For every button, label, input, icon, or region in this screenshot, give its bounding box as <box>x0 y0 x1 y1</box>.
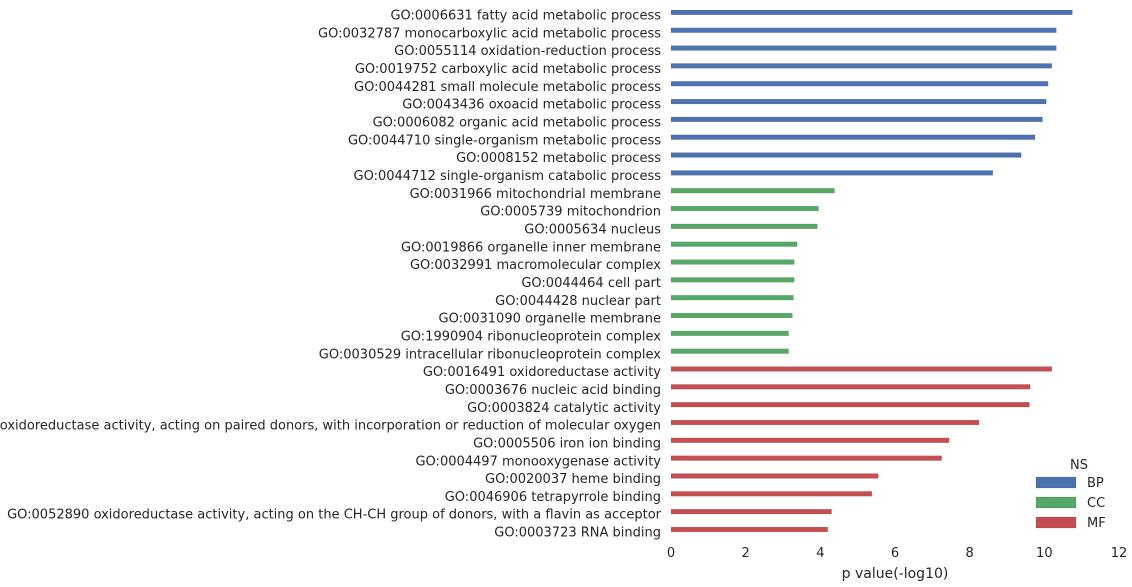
category-label-go-0046906: GO:0046906 tetrapyrrole binding <box>445 490 661 505</box>
category-label-go-0044710: GO:0044710 single-organism metabolic pro… <box>348 133 661 148</box>
bar-go-0044712 <box>670 170 994 176</box>
bar-go-0016491 <box>670 366 1053 372</box>
legend-swatch-bp <box>1035 476 1077 489</box>
bar-go-0044464 <box>670 277 795 283</box>
bar-go-0008152 <box>670 152 1022 158</box>
category-label-go-0003676: GO:0003676 nucleic acid binding <box>445 383 661 398</box>
category-label-go-0043436: GO:0043436 oxoacid metabolic process <box>402 98 661 113</box>
bar-go-0031090 <box>670 312 793 319</box>
category-label-go-0016491: GO:0016491 oxidoreductase activity <box>423 365 661 380</box>
bar-go-0031966 <box>670 188 835 194</box>
bar-go-0020037 <box>670 473 879 479</box>
category-label-go-0044281: GO:0044281 small molecule metabolic proc… <box>354 80 661 95</box>
category-label-go-0030529: GO:0030529 intracellular ribonucleoprote… <box>319 347 662 362</box>
category-label-go-0008152: GO:0008152 metabolic process <box>456 151 661 166</box>
bar-go-0004497 <box>670 455 942 461</box>
x-tick-label-6: 6 <box>891 546 899 561</box>
bar-go-0019866 <box>670 241 798 247</box>
bar-go-0044428 <box>670 295 794 301</box>
category-label-go-0016705: GO:0016705 oxidoreductase activity, acti… <box>0 419 661 434</box>
x-axis-title: p value(-log10) <box>842 566 949 582</box>
bar-go-0003676 <box>670 384 1031 390</box>
category-label-go-0006631: GO:0006631 fatty acid metabolic process <box>390 9 661 24</box>
category-label-go-0044464: GO:0044464 cell part <box>521 276 661 291</box>
bar-go-0043436 <box>670 98 1047 105</box>
category-label-go-0005634: GO:0005634 nucleus <box>524 222 661 237</box>
bar-go-0005506 <box>670 437 950 443</box>
bar-go-0044710 <box>670 134 1036 140</box>
legend-label-cc: CC <box>1087 496 1105 511</box>
bar-go-0016705 <box>670 419 980 426</box>
bar-go-0005634 <box>670 223 818 230</box>
category-label-go-0055114: GO:0055114 oxidation-reduction process <box>394 44 661 59</box>
category-labels-group: GO:0006631 fatty acid metabolic process G… <box>0 9 662 541</box>
bar-go-0006082 <box>670 116 1043 123</box>
category-label-go-0003723: GO:0003723 RNA binding <box>494 526 661 541</box>
bar-go-0005739 <box>670 205 819 212</box>
x-tick-label-12: 12 <box>1111 546 1128 561</box>
bar-go-0003824 <box>670 402 1030 408</box>
bar-go-0003723 <box>670 526 829 533</box>
bar-go-0032991 <box>670 259 795 265</box>
legend: NS BP CC MF <box>1035 458 1106 531</box>
bars-group <box>670 9 1073 533</box>
category-label-go-0006082: GO:0006082 organic acid metabolic proces… <box>373 115 662 130</box>
category-label-go-0044712: GO:0044712 single-organism catabolic pro… <box>354 169 662 184</box>
bar-go-0006631 <box>670 9 1073 16</box>
bar-go-0055114 <box>670 45 1057 51</box>
category-label-go-0052890: GO:0052890 oxidoreductase activity, acti… <box>7 508 662 523</box>
x-tick-label-0: 0 <box>667 546 675 561</box>
legend-label-bp: BP <box>1087 476 1104 491</box>
category-label-go-0032787: GO:0032787 monocarboxylic acid metabolic… <box>318 26 661 41</box>
category-label-go-0005739: GO:0005739 mitochondrion <box>480 205 661 220</box>
category-label-go-0003824: GO:0003824 catalytic activity <box>467 401 661 416</box>
x-tick-label-8: 8 <box>966 546 974 561</box>
bar-go-0019752 <box>670 63 1053 69</box>
legend-title: NS <box>1070 458 1088 473</box>
bar-go-0046906 <box>670 491 873 497</box>
bar-go-1990904 <box>670 330 789 336</box>
legend-swatch-cc <box>1035 496 1077 509</box>
legend-label-mf: MF <box>1087 516 1106 531</box>
bar-go-0032787 <box>670 27 1057 33</box>
category-label-go-0031090: GO:0031090 organelle membrane <box>439 312 662 327</box>
bar-go-0044281 <box>670 81 1049 87</box>
bar-go-0052890 <box>670 508 832 515</box>
category-label-go-0031966: GO:0031966 mitochondrial membrane <box>410 187 661 202</box>
category-label-go-0044428: GO:0044428 nuclear part <box>495 294 661 309</box>
x-tick-label-4: 4 <box>816 546 824 561</box>
bar-go-0030529 <box>670 348 789 354</box>
category-label-go-1990904: GO:1990904 ribonucleoprotein complex <box>401 329 662 344</box>
x-axis-ticks-group: 0 2 4 6 8 10 12 <box>667 546 1127 561</box>
category-label-go-0004497: GO:0004497 monooxygenase activity <box>415 454 661 469</box>
category-label-go-0005506: GO:0005506 iron ion binding <box>473 436 661 451</box>
category-label-go-0020037: GO:0020037 heme binding <box>485 472 661 487</box>
legend-swatch-mf <box>1035 516 1077 529</box>
category-label-go-0019752: GO:0019752 carboxylic acid metabolic pro… <box>355 62 661 77</box>
category-label-go-0032991: GO:0032991 macromolecular complex <box>410 258 661 273</box>
x-tick-label-10: 10 <box>1036 546 1053 561</box>
x-tick-label-2: 2 <box>742 546 750 561</box>
category-label-go-0019866: GO:0019866 organelle inner membrane <box>401 240 661 255</box>
